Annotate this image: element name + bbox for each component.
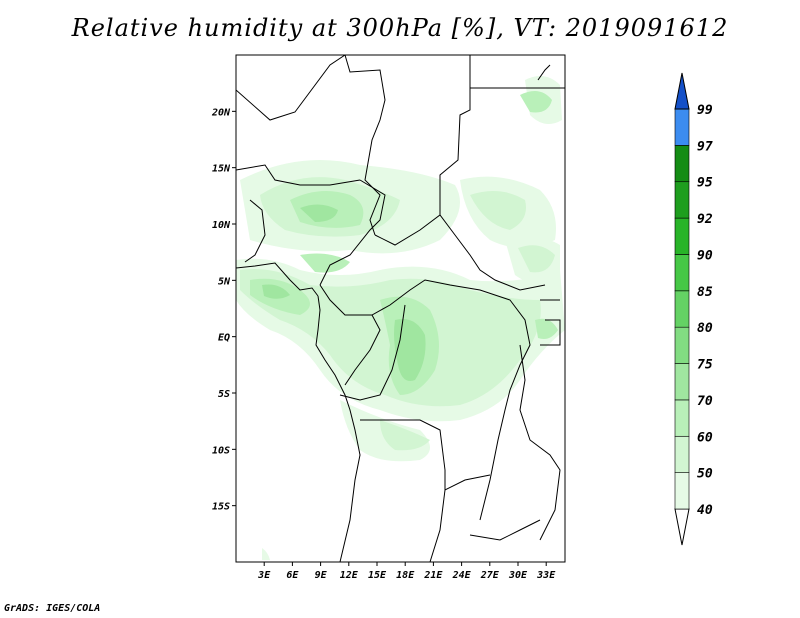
colorbar-label: 40 bbox=[697, 503, 713, 518]
latitude-axis: 20N 15N 10N 5N EQ 5S 10S 15S bbox=[211, 107, 236, 513]
lon-tick-label: 24E bbox=[452, 570, 472, 581]
lat-tick-label: 10N bbox=[212, 220, 231, 231]
map-frame bbox=[235, 54, 566, 563]
lon-tick-label: 12E bbox=[340, 570, 359, 581]
colorbar-label: 80 bbox=[697, 321, 713, 336]
colorbar-label: 85 bbox=[697, 285, 713, 300]
lon-tick-label: 3E bbox=[257, 570, 271, 581]
colorbar-label: 60 bbox=[697, 430, 713, 445]
colorbar-segment bbox=[674, 326, 690, 364]
colorbar-label: 75 bbox=[697, 358, 713, 373]
humidity-field bbox=[236, 76, 565, 560]
lat-tick-label: 20N bbox=[211, 107, 231, 118]
lon-tick-label: 18E bbox=[396, 570, 415, 581]
lat-tick-label: 15S bbox=[212, 502, 230, 513]
chart-title: Relative humidity at 300hPa [%], VT: 201… bbox=[71, 14, 729, 42]
lon-tick-label: 33E bbox=[536, 570, 556, 581]
colorbar-segment bbox=[674, 108, 690, 146]
colorbar-segment bbox=[674, 435, 690, 473]
lat-tick-label: 5S bbox=[218, 389, 230, 400]
lon-tick-label: 15E bbox=[368, 570, 387, 581]
humidity-70 bbox=[262, 204, 426, 381]
colorbar-above-triangle bbox=[674, 72, 690, 110]
lon-tick-label: 9E bbox=[315, 570, 328, 581]
colorbar-label: 92 bbox=[697, 212, 713, 227]
colorbar-segment bbox=[674, 399, 690, 437]
colorbar-segment bbox=[674, 363, 690, 401]
colorbar-label: 70 bbox=[697, 394, 713, 409]
lon-tick-label: 27E bbox=[480, 570, 500, 581]
colorbar-segment bbox=[674, 181, 690, 219]
colorbar-label: 90 bbox=[697, 248, 713, 263]
longitude-axis: 3E 6E 9E 12E 15E 18E 21E 24E 27E 30E 33E bbox=[257, 562, 556, 581]
lon-tick-label: 6E bbox=[286, 570, 299, 581]
colorbar-segment bbox=[674, 145, 690, 183]
lat-tick-label: EQ bbox=[218, 333, 230, 344]
lat-tick-label: 15N bbox=[212, 164, 231, 175]
lat-tick-label: 5N bbox=[218, 276, 231, 287]
lon-tick-label: 30E bbox=[508, 570, 528, 581]
colorbar-label: 99 bbox=[697, 103, 713, 118]
lon-tick-label: 21E bbox=[423, 570, 443, 581]
lat-tick-label: 10S bbox=[212, 445, 230, 456]
colorbar-below-triangle bbox=[674, 508, 690, 546]
colorbar: 40 50 60 70 75 80 85 90 92 95 97 99 bbox=[674, 72, 713, 546]
colorbar-label: 97 bbox=[697, 139, 713, 154]
colorbar-label: 95 bbox=[697, 176, 713, 191]
colorbar-label: 50 bbox=[697, 467, 713, 482]
grads-credit: GrADS: IGES/COLA bbox=[4, 603, 101, 614]
colorbar-segment bbox=[674, 254, 690, 292]
colorbar-segment bbox=[674, 217, 690, 255]
boundaries bbox=[236, 55, 565, 562]
colorbar-segment bbox=[674, 290, 690, 328]
colorbar-segment bbox=[674, 472, 690, 510]
